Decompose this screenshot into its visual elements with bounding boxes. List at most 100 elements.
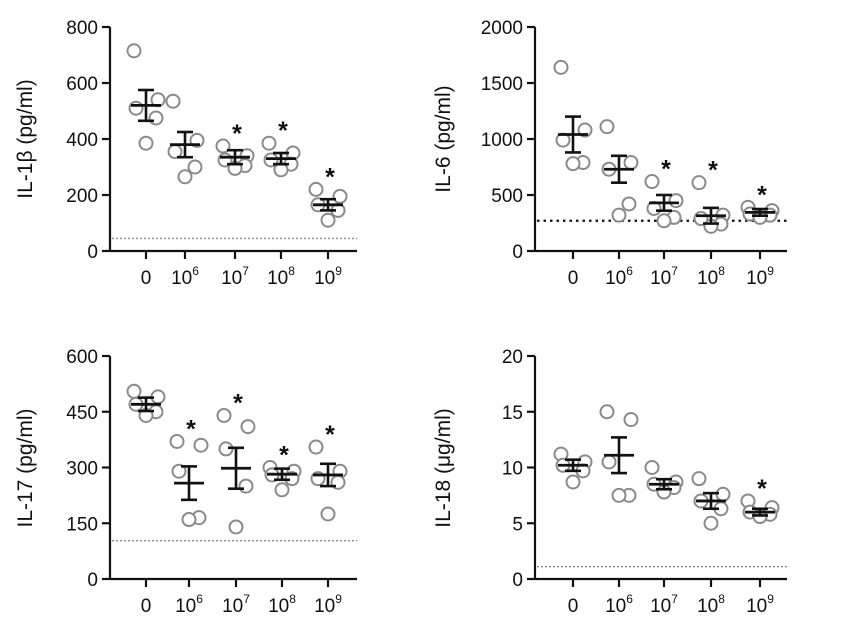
data-point — [656, 213, 672, 229]
x-tick-label: 108 — [697, 264, 725, 289]
y-tick-label: 10 — [502, 459, 523, 480]
x-tick-label: 108 — [268, 592, 296, 617]
x-tick-label: 106 — [605, 264, 633, 289]
y-tick-label: 600 — [66, 74, 98, 95]
y-tick-label: 300 — [66, 459, 98, 480]
y-tick-label: 500 — [491, 186, 523, 207]
y-axis-label: IL-18 (μg/ml) — [432, 408, 455, 527]
y-tick-label: 15 — [502, 403, 523, 424]
chart-panel-4: 0 5 10 15 20 IL-18 (μg/ml) 0 106 107 108 109 * — [432, 347, 787, 617]
y-tick-label: 450 — [66, 403, 98, 424]
significance-marker: * — [325, 163, 335, 191]
data-point — [138, 135, 154, 151]
y-tick-label: 2000 — [481, 18, 523, 39]
significance-marker: * — [757, 181, 767, 209]
x-tick-label: 107 — [650, 264, 678, 289]
x-tick-label: 107 — [221, 264, 249, 289]
data-point — [565, 474, 581, 490]
x-tick-label: 0 — [568, 268, 579, 289]
x-tick-label: 0 — [141, 596, 152, 617]
significance-marker: * — [278, 117, 288, 145]
data-point — [274, 482, 290, 498]
y-tick-label: 600 — [66, 347, 98, 368]
data-point — [148, 110, 164, 126]
data-point — [193, 437, 209, 453]
significance-marker: * — [233, 389, 243, 417]
data-point — [177, 169, 193, 185]
significance-marker: * — [186, 415, 196, 443]
y-tick-label: 1000 — [481, 130, 523, 151]
chart-panel-3: 0 150 300 450 600 IL-17 (pg/ml) 0 106 107 108 109 *… — [14, 347, 357, 617]
y-tick-label: 200 — [66, 186, 98, 207]
significance-marker: * — [757, 475, 767, 503]
data-point — [308, 181, 324, 197]
y-tick-label: 0 — [512, 242, 523, 263]
x-tick-label: 107 — [650, 592, 678, 617]
data-point — [261, 135, 277, 151]
y-axis-label: IL-17 (pg/ml) — [14, 408, 37, 527]
data-point — [644, 460, 660, 475]
y-tick-label: 20 — [502, 347, 523, 368]
y-tick-label: 0 — [87, 242, 98, 263]
x-tick-label: 106 — [175, 592, 203, 617]
data-point — [691, 471, 707, 487]
x-tick-label: 109 — [314, 592, 342, 617]
x-tick-label: 0 — [141, 268, 152, 289]
data-point — [187, 159, 203, 175]
data-point — [621, 196, 637, 212]
data-point — [181, 512, 197, 528]
data-point — [240, 419, 256, 435]
data-point — [171, 463, 187, 479]
data-point — [691, 175, 707, 191]
significance-marker: * — [279, 442, 289, 470]
y-tick-label: 5 — [512, 514, 523, 535]
significance-marker: * — [661, 156, 671, 184]
x-tick-label: 108 — [697, 592, 725, 617]
data-point — [215, 138, 231, 154]
data-point — [128, 100, 144, 116]
data-point — [320, 212, 336, 228]
data-point — [611, 487, 627, 503]
data-point — [599, 119, 615, 135]
y-tick-label: 800 — [66, 18, 98, 39]
x-tick-label: 109 — [746, 592, 774, 617]
data-point — [611, 207, 627, 223]
significance-marker: * — [708, 157, 718, 185]
x-tick-label: 108 — [267, 264, 295, 289]
data-point — [553, 59, 569, 75]
data-point — [623, 412, 639, 428]
data-point — [703, 515, 719, 531]
y-axis-label: IL-1β (pg/ml) — [14, 79, 37, 198]
chart-panel-1: 0 200 400 600 800 IL-1β (pg/ml) 0 106 107 108 109 *… — [14, 18, 357, 289]
chart-panel-2: 0 500 1000 1500 2000 IL-6 (pg/ml) 0 106 107 108 10… — [432, 18, 787, 289]
x-tick-label: 106 — [605, 592, 633, 617]
data-point — [126, 383, 142, 399]
data-point — [165, 93, 181, 109]
y-tick-label: 0 — [87, 570, 98, 591]
y-tick-label: 0 — [512, 570, 523, 591]
data-point — [216, 407, 232, 423]
data-point — [126, 43, 142, 59]
data-point — [238, 478, 254, 494]
x-tick-label: 109 — [314, 264, 342, 289]
significance-marker: * — [325, 421, 335, 449]
x-tick-label: 109 — [746, 264, 774, 289]
significance-marker: * — [232, 120, 242, 148]
data-point — [601, 454, 617, 470]
y-tick-label: 150 — [66, 514, 98, 535]
x-tick-label: 107 — [222, 592, 250, 617]
y-axis-label: IL-6 (pg/ml) — [432, 85, 455, 192]
data-point — [169, 433, 185, 449]
data-point — [599, 404, 615, 420]
data-point — [332, 188, 348, 204]
data-point — [308, 439, 324, 455]
data-point — [565, 156, 581, 172]
data-point — [320, 506, 336, 522]
x-tick-label: 0 — [568, 596, 579, 617]
y-tick-label: 400 — [66, 130, 98, 151]
y-tick-label: 1500 — [481, 74, 523, 95]
data-point — [623, 155, 639, 171]
data-point — [228, 519, 244, 535]
x-tick-label: 106 — [171, 264, 199, 289]
